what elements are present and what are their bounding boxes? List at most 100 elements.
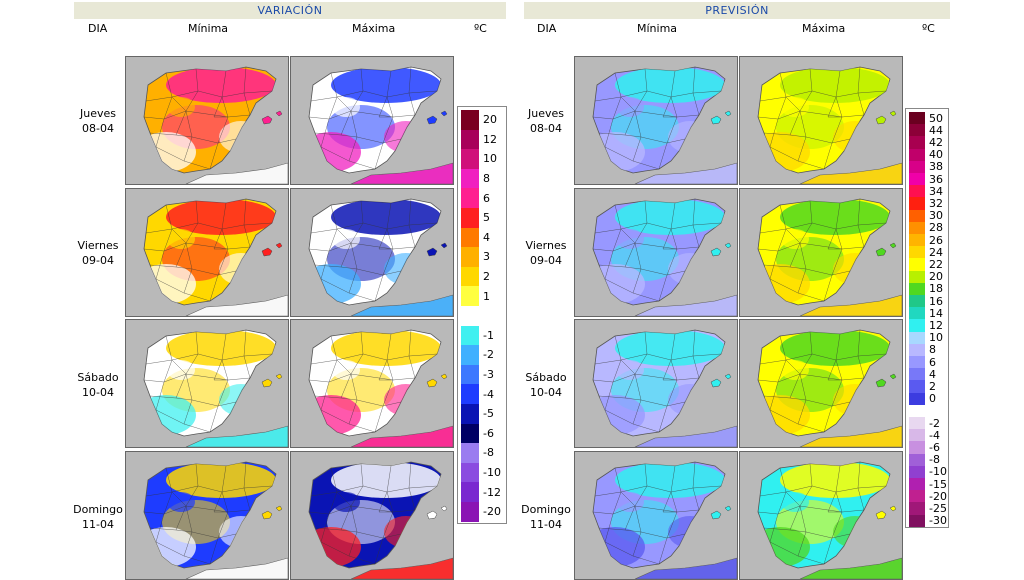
variacion-legend-swatch <box>461 227 479 248</box>
variacion-color-legend: 20 12 10 8 6 5 4 3 2 1 -1 -2 -3 -4 -5 -6 -8 -10 -12 -20 <box>457 106 507 524</box>
variacion-legend-item: 6 <box>461 188 490 208</box>
prevision-legend-label: 24 <box>929 245 943 259</box>
variacion-legend-swatch <box>461 306 479 326</box>
variacion-title: VARIACIÓN <box>74 2 506 19</box>
variacion-min-map-3 <box>125 319 289 448</box>
variacion-legend-swatch <box>461 462 479 483</box>
prevision-legend-swatch <box>909 502 925 515</box>
variacion-max-map-2 <box>290 188 454 317</box>
prevision-legend-swatch <box>909 234 925 247</box>
prevision-legend-swatch <box>909 197 925 210</box>
variacion-dia-header: DIA <box>88 22 108 35</box>
prevision-legend-swatch <box>909 417 925 430</box>
prevision-legend-swatch <box>909 380 925 393</box>
prevision-legend-swatch <box>909 465 925 478</box>
prevision-legend-label: 22 <box>929 257 943 271</box>
variacion-legend-label: 3 <box>483 250 490 264</box>
prevision-legend-label: 20 <box>929 270 943 284</box>
prevision-legend-swatch <box>909 221 925 234</box>
variacion-legend-swatch <box>461 502 479 522</box>
prevision-legend-item: 26 <box>909 234 943 247</box>
variacion-max-map-4 <box>290 451 454 580</box>
variacion-legend-swatch <box>461 423 479 444</box>
variacion-legend-swatch <box>461 286 479 306</box>
prevision-dia-header: DIA <box>537 22 557 35</box>
prevision-legend-swatch <box>909 356 925 369</box>
prevision-legend-swatch <box>909 490 925 503</box>
variacion-legend-label: 6 <box>483 191 490 205</box>
variacion-legend-item: 3 <box>461 247 490 267</box>
prevision-legend-item: 4 <box>909 368 936 381</box>
prevision-legend-label: 32 <box>929 196 943 210</box>
variacion-legend-swatch <box>461 129 479 150</box>
prevision-max-map-2 <box>739 188 903 317</box>
prevision-legend-item <box>909 404 929 417</box>
prevision-legend-label: 2 <box>929 379 936 393</box>
prevision-legend-swatch <box>909 514 925 527</box>
var-day-label-3: Domingo 11-04 <box>73 503 123 531</box>
prevision-legend-swatch <box>909 319 925 332</box>
prevision-legend-label: 38 <box>929 160 943 174</box>
variacion-legend-swatch <box>461 325 479 346</box>
variacion-legend-item: -6 <box>461 423 494 444</box>
var-day-label-0: Jueves 08-04 <box>80 107 116 135</box>
variacion-legend-swatch <box>461 345 479 365</box>
prevision-min-map-2 <box>574 188 738 317</box>
prevision-legend-swatch <box>909 441 925 454</box>
variacion-legend-swatch <box>461 482 479 502</box>
variacion-legend-item: 5 <box>461 208 490 228</box>
prevision-legend-item: 2 <box>909 379 936 393</box>
prevision-legend-swatch <box>909 209 925 222</box>
prevision-legend-label: 14 <box>929 306 943 320</box>
prevision-legend-item: 42 <box>909 136 943 149</box>
prev-day-label-1: Viernes 09-04 <box>525 239 567 267</box>
prevision-legend-label: -6 <box>929 440 940 454</box>
prevision-unit-header: ºC <box>922 22 935 35</box>
prevision-legend-item: -20 <box>909 489 947 503</box>
prevision-legend-swatch <box>909 392 925 405</box>
variacion-min-map-2 <box>125 188 289 317</box>
variacion-legend-item: -20 <box>461 502 501 522</box>
prevision-legend-item: -10 <box>909 465 947 478</box>
variacion-legend-item: -12 <box>461 482 501 502</box>
prevision-legend-swatch <box>909 136 925 149</box>
variacion-legend-label: 1 <box>483 289 490 303</box>
prevision-legend-item: 8 <box>909 343 936 356</box>
variacion-legend-item: 4 <box>461 227 490 248</box>
variacion-legend-swatch <box>461 188 479 208</box>
variacion-legend-item: 20 <box>461 110 497 130</box>
prevision-max-map-4 <box>739 451 903 580</box>
prevision-legend-label: -8 <box>929 453 940 467</box>
variacion-max-map-3 <box>290 319 454 448</box>
prevision-legend-label: -20 <box>929 489 947 503</box>
prevision-legend-swatch <box>909 343 925 356</box>
variacion-min-map-1 <box>125 56 289 185</box>
variacion-legend-label: 20 <box>483 113 497 127</box>
variacion-legend-swatch <box>461 364 479 385</box>
variacion-legend-label: 8 <box>483 172 490 186</box>
prevision-legend-item: -30 <box>909 514 947 527</box>
prevision-legend-swatch <box>909 148 925 161</box>
prevision-legend-item: 50 <box>909 112 943 125</box>
var-day-label-1: Viernes 09-04 <box>77 239 119 267</box>
prevision-legend-item: 36 <box>909 172 943 186</box>
prevision-legend-label: 10 <box>929 331 943 345</box>
variacion-legend-item: -2 <box>461 345 494 365</box>
prevision-legend-item: 32 <box>909 196 943 210</box>
prevision-color-legend: 50 44 42 40 38 36 34 32 30 28 26 24 22 20 18 16 14 12 10 8 6… <box>905 108 949 528</box>
prevision-legend-item: 6 <box>909 356 936 369</box>
variacion-legend-label: 2 <box>483 270 490 284</box>
variacion-legend-item: 2 <box>461 266 490 287</box>
variacion-legend-label: -2 <box>483 348 494 362</box>
prevision-legend-swatch <box>909 295 925 308</box>
variacion-legend-item: -1 <box>461 325 494 346</box>
variacion-legend-label: 10 <box>483 152 497 166</box>
prevision-legend-label: 36 <box>929 172 943 186</box>
prevision-legend-swatch <box>909 307 925 320</box>
prevision-legend-label: -15 <box>929 477 947 491</box>
prev-day-label-2: Sábado 10-04 <box>525 371 567 399</box>
prevision-legend-label: 40 <box>929 148 943 162</box>
prevision-legend-item: -15 <box>909 477 947 491</box>
prevision-legend-item: 12 <box>909 319 943 332</box>
variacion-legend-swatch <box>461 404 479 424</box>
